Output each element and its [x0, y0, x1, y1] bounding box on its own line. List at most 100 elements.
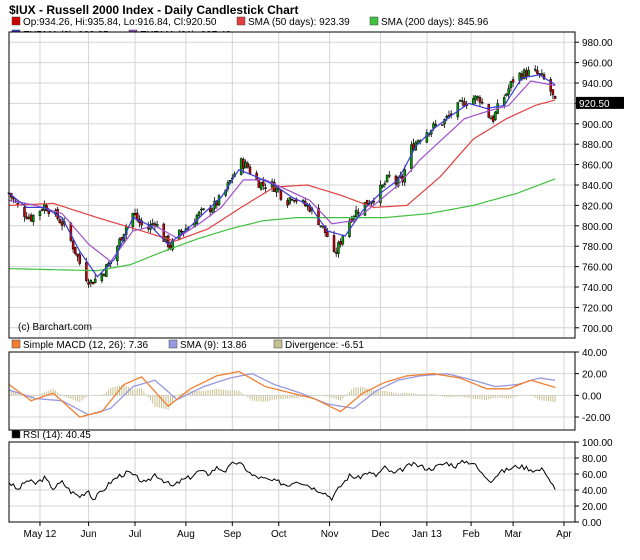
- candle-body-29: [71, 240, 75, 250]
- x-tick-label-9: Feb: [462, 529, 480, 540]
- price-ytick-label-1: 720.00: [582, 303, 613, 314]
- candle-body-38: [91, 281, 95, 285]
- x-axis: May 12 Jun Jul Aug Sep Oct Nov Dec Jan 13 Feb Mar A…: [24, 522, 572, 540]
- candle-body-204: [458, 100, 462, 102]
- candle-body-60: [140, 220, 143, 226]
- candle-body-203: [456, 102, 460, 118]
- candle-body-106: [242, 158, 245, 169]
- price-ytick-label-0: 700.00: [582, 324, 613, 335]
- price-ytick-label-10: 900.00: [582, 120, 613, 131]
- candle-body-24: [60, 221, 64, 226]
- macd-ytick-label-3: 40.00: [582, 348, 607, 359]
- last-price-tag: [576, 96, 624, 109]
- candle-body-192: [432, 123, 435, 129]
- candle-body-220: [494, 111, 497, 121]
- x-tick-label-7: Dec: [372, 529, 390, 540]
- x-tick-label-6: Nov: [321, 529, 339, 540]
- price-ytick-label-14: 980.00: [582, 38, 613, 49]
- legend-label-sma50: SMA (50 days): 923.39: [248, 17, 350, 28]
- candle-body-246: [551, 89, 555, 96]
- rsi-ytick-label-3: 60.00: [582, 470, 607, 481]
- last-price-label: 920.50: [579, 99, 610, 110]
- candle-body-57: [133, 213, 137, 216]
- expma8-line: [8, 74, 556, 278]
- candle-body-65: [151, 222, 154, 225]
- candle-body-10: [29, 214, 33, 222]
- candle-body-133: [301, 200, 305, 202]
- candle-body-7: [23, 206, 26, 217]
- candle-body-44: [105, 264, 108, 277]
- watermark: (c) Barchart.com: [18, 322, 92, 333]
- candle-body-128: [290, 198, 294, 201]
- candle-body-14: [38, 210, 42, 216]
- candle-body-116: [264, 187, 267, 189]
- candle-body-8: [25, 216, 28, 219]
- x-tick-label-4: Sep: [223, 529, 241, 540]
- candle-body-121: [275, 186, 278, 193]
- candle-body-210: [472, 98, 475, 105]
- price-ytick-label-3: 760.00: [582, 263, 613, 274]
- macd-panel: -20.00 0.00 20.00 40.00: [8, 348, 611, 431]
- candle-body-22: [56, 208, 59, 219]
- legend-swatch-ohlc: [11, 16, 21, 26]
- x-tick-label-3: Aug: [177, 529, 195, 540]
- macd-ytick-label-1: 0.00: [582, 391, 602, 402]
- x-tick-label-11: Apr: [556, 529, 572, 540]
- candle-body-43: [102, 274, 106, 276]
- legend-label-divergence: Divergence: -6.51: [285, 340, 364, 351]
- macd-background: [9, 352, 575, 430]
- candle-body-123: [279, 189, 283, 200]
- candle-body-66: [153, 223, 157, 226]
- price-ytick-label-6: 820.00: [582, 201, 613, 212]
- legend-label-signal: SMA (9): 13.86: [180, 340, 247, 351]
- macd-ytick-label-0: -20.00: [582, 413, 611, 424]
- candle-body-205: [460, 100, 464, 102]
- candle-body-129: [292, 199, 296, 202]
- sma50-line: [8, 99, 556, 242]
- candle-body-70: [162, 223, 166, 242]
- legend-rsi: RSI (14): 40.45: [11, 429, 91, 441]
- price-ytick-label-2: 740.00: [582, 283, 613, 294]
- legend-swatch-signal: [168, 339, 178, 349]
- macd-ytick-label-2: 20.00: [582, 370, 607, 381]
- candle-body-172: [388, 174, 391, 177]
- candle-body-171: [385, 175, 389, 183]
- legend-label-rsi: RSI (14): 40.45: [23, 430, 91, 441]
- candle-body-35: [85, 262, 88, 282]
- candle-body-15: [40, 209, 44, 211]
- x-tick-label-5: Oct: [271, 529, 287, 540]
- price-ytick-label-12: 940.00: [582, 79, 613, 90]
- legend-swatch-sma200: [369, 16, 379, 26]
- price-panel: 700.00 720.00 740.00 760.00 780.00 800.00 820.…: [7, 31, 624, 339]
- candle-body-105: [239, 158, 243, 175]
- candle-body-247: [553, 95, 557, 99]
- sma200-line: [8, 178, 556, 272]
- chart-title: $IUX - Russell 2000 Index - Daily Candle…: [9, 3, 298, 17]
- candle-body-115: [262, 181, 265, 186]
- candle-body-169: [381, 184, 384, 188]
- candle-body-144: [326, 231, 329, 237]
- candle-body-193: [434, 124, 437, 126]
- candle-body-238: [533, 68, 537, 71]
- price-ytick-label-7: 840.00: [582, 181, 613, 192]
- candle-body-36: [87, 282, 90, 285]
- candle-body-147: [332, 235, 336, 252]
- candle-body-42: [100, 273, 104, 282]
- candle-body-73: [169, 244, 172, 249]
- candle-body-212: [476, 96, 479, 99]
- candle-body-148: [334, 251, 338, 254]
- candle-body-37: [89, 280, 93, 284]
- candle-body-199: [447, 114, 451, 117]
- candle-body-113: [257, 180, 261, 188]
- candle-body-31: [76, 253, 79, 257]
- expma21-line: [8, 80, 556, 263]
- price-ytick-label-13: 960.00: [582, 59, 613, 70]
- candle-body-158: [357, 211, 360, 214]
- candle-body-2: [12, 197, 15, 200]
- candle-body-87: [200, 208, 203, 211]
- candle-body-72: [166, 235, 170, 248]
- candle-body-198: [445, 116, 449, 119]
- price-ytick-label-5: 800.00: [582, 222, 613, 233]
- candle-body-39: [93, 278, 97, 283]
